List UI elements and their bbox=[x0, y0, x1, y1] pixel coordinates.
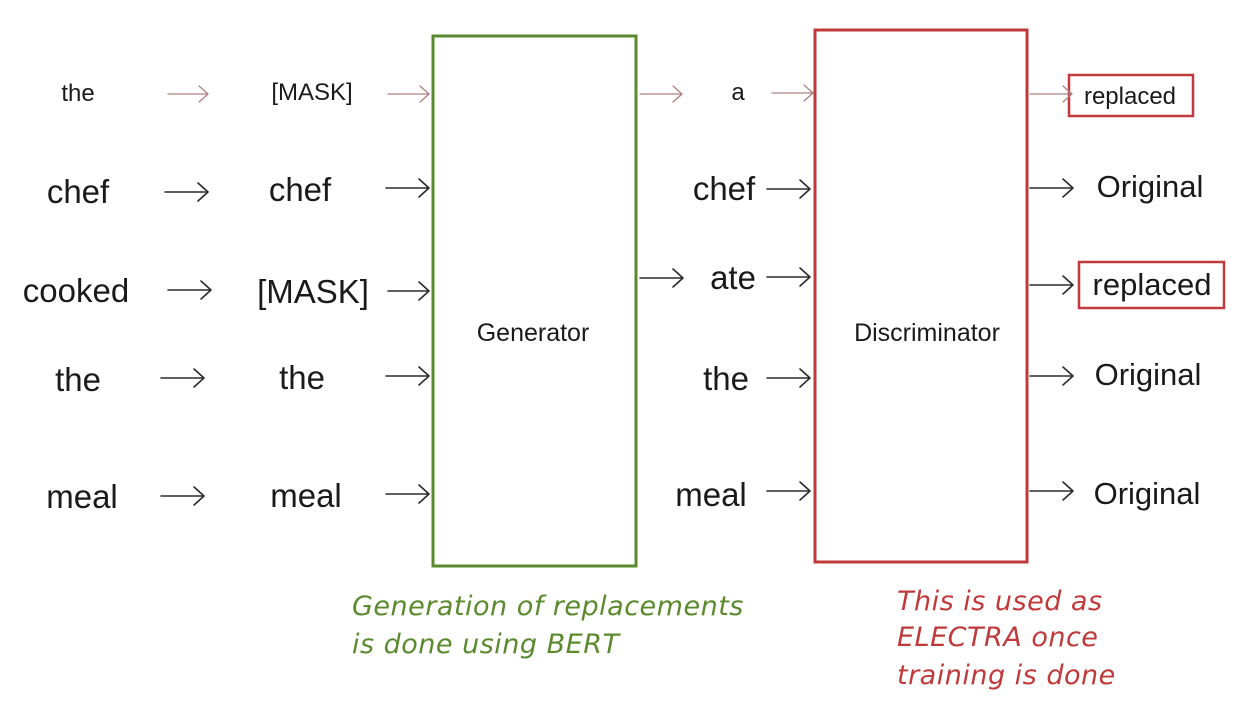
arrow bbox=[766, 481, 811, 501]
arrow bbox=[387, 85, 430, 103]
arrow bbox=[639, 85, 683, 103]
arrow bbox=[1029, 481, 1074, 501]
arrow bbox=[385, 484, 430, 504]
arrow bbox=[385, 178, 430, 198]
generator-note-line: Generation of replacements bbox=[352, 591, 744, 622]
discriminator-note-line: This is used as bbox=[897, 586, 1103, 617]
arrow bbox=[1029, 366, 1074, 386]
input-token: the bbox=[61, 80, 94, 107]
replaced-highlight-box bbox=[1067, 73, 1195, 118]
generator-label: Generator bbox=[477, 319, 590, 347]
discriminator-note-line: ELECTRA once bbox=[897, 622, 1098, 653]
masked-token: the bbox=[279, 359, 325, 396]
generator-box bbox=[431, 34, 638, 568]
arrow bbox=[1029, 178, 1074, 198]
input-token: the bbox=[55, 361, 101, 398]
masked-token: chef bbox=[269, 171, 332, 208]
generator-note-line: is done using BERT bbox=[352, 629, 621, 660]
arrow bbox=[167, 280, 212, 300]
arrow bbox=[639, 268, 684, 288]
output-label: Original bbox=[1095, 357, 1202, 392]
arrow bbox=[167, 85, 209, 103]
arrow bbox=[160, 486, 205, 506]
masked-token: [MASK] bbox=[271, 79, 352, 106]
discriminator-label: Discriminator bbox=[854, 319, 1000, 347]
generated-token: ate bbox=[710, 259, 756, 296]
discriminator-note-line: training is done bbox=[897, 660, 1116, 691]
input-token: chef bbox=[47, 173, 110, 210]
arrow bbox=[160, 368, 205, 388]
arrow bbox=[766, 267, 811, 287]
generated-token: a bbox=[731, 79, 745, 106]
output-label: Original bbox=[1097, 169, 1204, 204]
arrow bbox=[1029, 275, 1074, 295]
masked-token: [MASK] bbox=[257, 273, 369, 310]
input-token: cooked bbox=[23, 272, 129, 309]
generated-token: chef bbox=[693, 170, 756, 207]
arrow bbox=[766, 368, 811, 388]
replaced-highlight-box bbox=[1077, 260, 1226, 310]
output-label: Original bbox=[1094, 476, 1201, 511]
arrow bbox=[164, 182, 209, 202]
arrow bbox=[1029, 85, 1073, 103]
arrow bbox=[771, 84, 814, 102]
generated-token: meal bbox=[675, 476, 747, 513]
output-label: replaced bbox=[1093, 267, 1212, 302]
arrow bbox=[385, 366, 430, 386]
arrow bbox=[387, 281, 430, 301]
masked-token: meal bbox=[270, 477, 342, 514]
discriminator-box bbox=[813, 28, 1029, 564]
output-label: replaced bbox=[1084, 83, 1176, 110]
generated-token: the bbox=[703, 360, 749, 397]
arrow bbox=[766, 179, 811, 199]
input-token: meal bbox=[46, 478, 118, 515]
